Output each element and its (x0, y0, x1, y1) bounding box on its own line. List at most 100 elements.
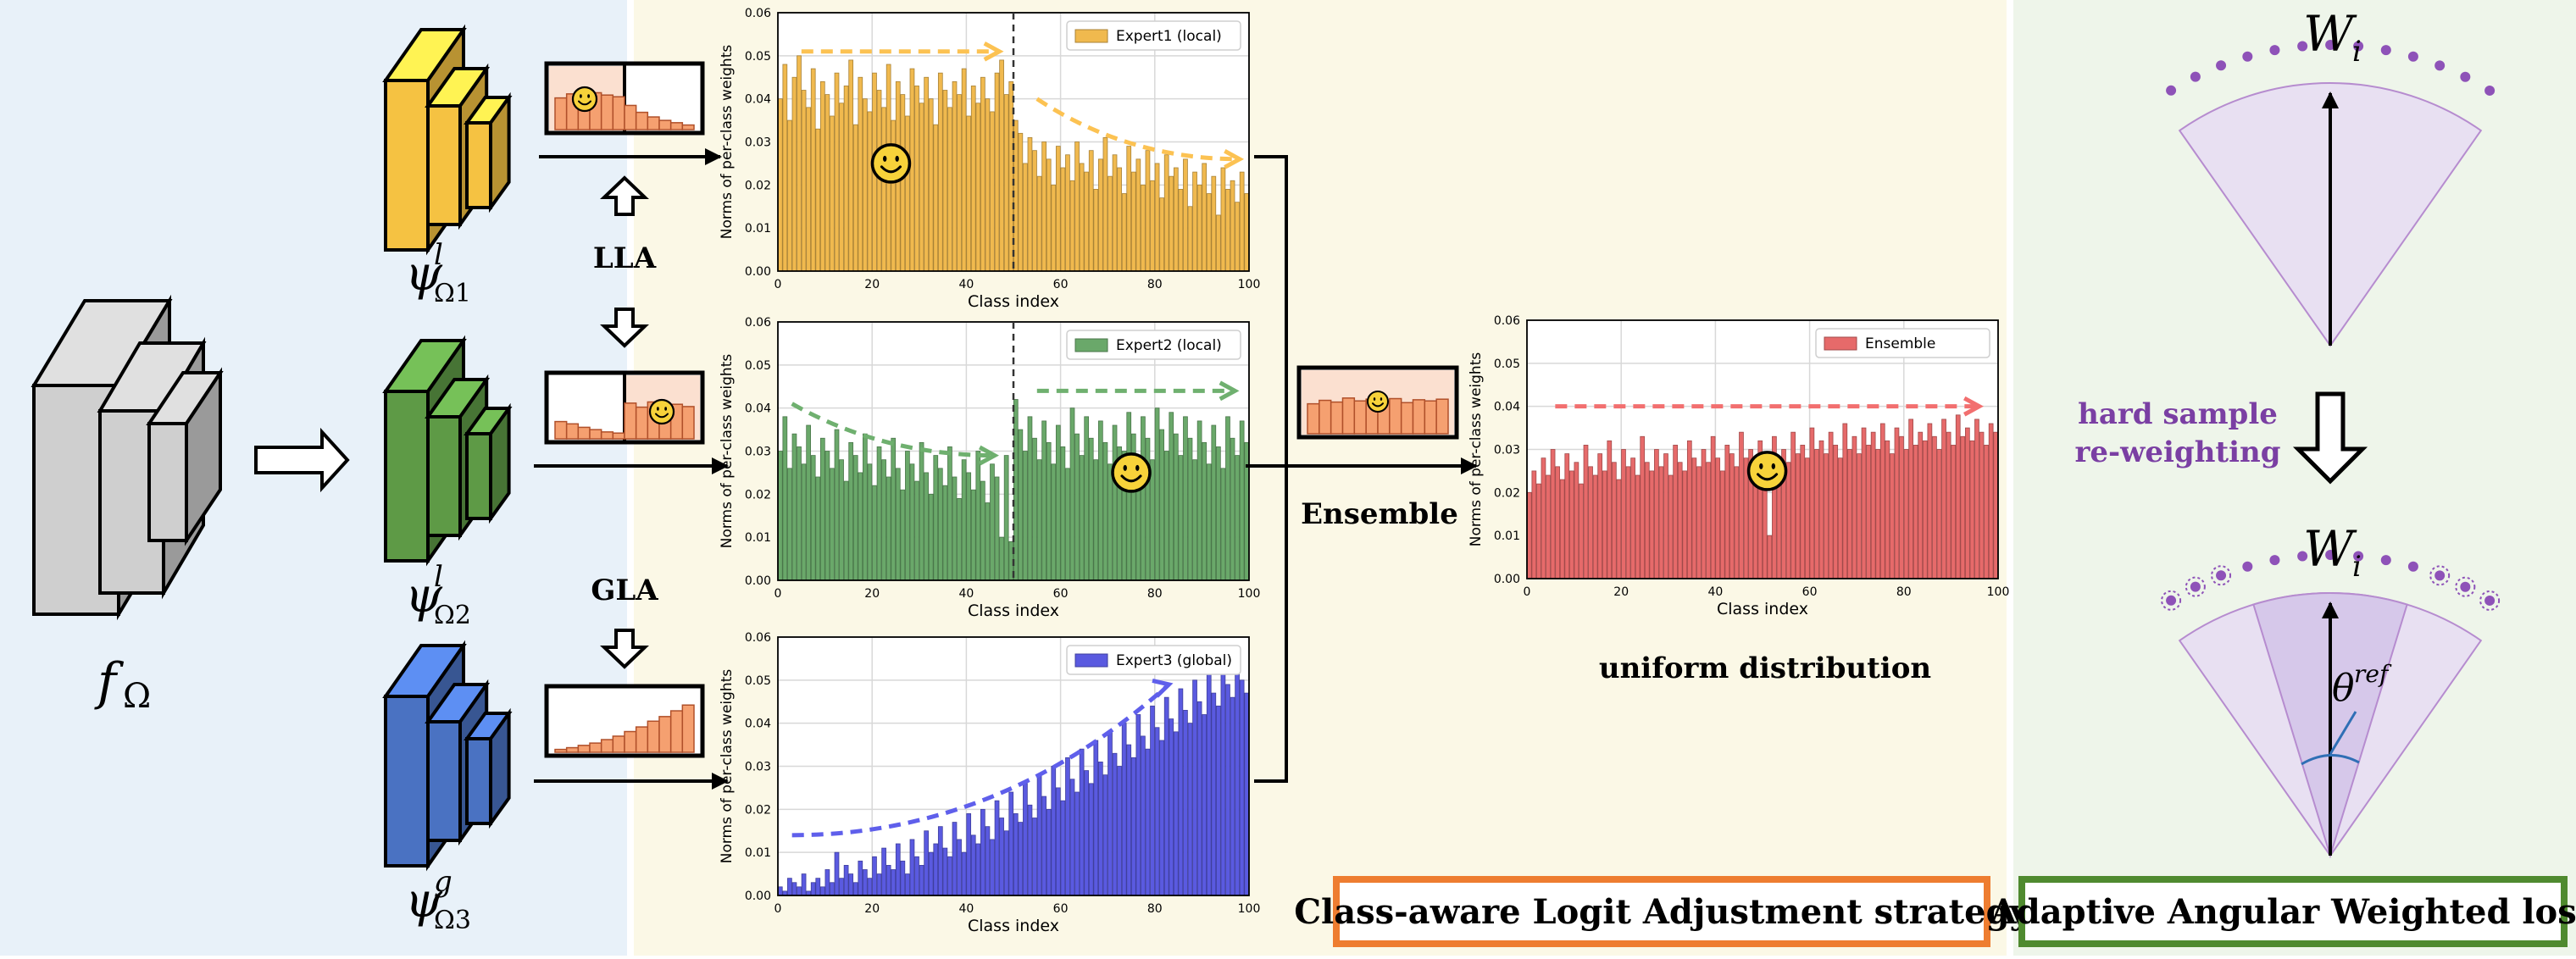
mini-bar (624, 402, 637, 440)
bar (1202, 441, 1208, 581)
y-tick-label: 0.01 (745, 531, 771, 545)
bar (980, 480, 985, 581)
theta-arc (2301, 754, 2360, 766)
mini-bar (612, 432, 625, 440)
bar (999, 59, 1004, 272)
bar (801, 873, 807, 896)
y-tick-label: 0.06 (1494, 314, 1520, 328)
bar (886, 476, 891, 581)
bar (1800, 445, 1806, 579)
bar (937, 468, 943, 581)
bar (1568, 470, 1574, 579)
x-axis-label: Class index (1717, 600, 1808, 618)
bar (900, 860, 906, 896)
weight-dot-ring (2185, 576, 2206, 597)
mini-bar (565, 423, 580, 440)
smiley-icon (1367, 391, 1389, 413)
bar (1616, 479, 1622, 579)
mini-bar (1330, 401, 1344, 435)
bar (1993, 431, 1999, 579)
trend-arrowhead (1224, 149, 1245, 169)
bar (1141, 735, 1146, 896)
bar (843, 865, 849, 896)
bar (1183, 158, 1188, 272)
bar (1141, 184, 1146, 272)
bar (834, 72, 840, 272)
mini-bar (1435, 398, 1449, 435)
bar (1706, 462, 1711, 579)
bar (928, 98, 934, 272)
mini-histogram-expert3 (544, 684, 705, 758)
bar (867, 878, 873, 896)
bar (810, 455, 816, 581)
legend-label: Ensemble (1865, 335, 1935, 352)
bar (1828, 431, 1834, 579)
bar (975, 103, 981, 272)
y-axis-label: Norms of per-class weights (719, 45, 736, 240)
y-tick-label: 0.02 (745, 803, 771, 817)
bar (942, 847, 948, 896)
y-tick-label: 0.05 (745, 359, 771, 373)
bar (1023, 783, 1028, 896)
bar (858, 860, 863, 896)
bar (1818, 440, 1824, 579)
y-tick-label: 0.06 (745, 316, 771, 330)
bar (1060, 800, 1066, 896)
bar (1244, 441, 1250, 581)
mini-bar (565, 746, 580, 753)
trend-arrowhead (1152, 678, 1174, 698)
bar (909, 463, 915, 581)
mini-bar (600, 739, 614, 753)
bar (1574, 462, 1579, 579)
bar (791, 882, 797, 896)
bar (1102, 137, 1108, 272)
bar (1069, 180, 1075, 272)
bar (1065, 757, 1070, 896)
bar (1649, 470, 1655, 579)
bar (933, 455, 939, 581)
bar (1946, 431, 1951, 579)
y-tick-label: 0.05 (745, 50, 771, 64)
bar (1663, 453, 1668, 579)
bar (1790, 431, 1796, 579)
bar (777, 98, 783, 272)
bar (1682, 470, 1688, 579)
bar (1918, 431, 1924, 579)
smiley-icon (1746, 451, 1788, 491)
bar (900, 489, 906, 581)
bar (1141, 416, 1146, 581)
bar (858, 472, 863, 581)
x-axis-label: Class index (968, 292, 1059, 311)
weight-dot (2297, 551, 2308, 562)
bar (1206, 463, 1212, 581)
bar (891, 437, 897, 581)
y-tick-label: 0.00 (1494, 573, 1520, 586)
bar (905, 115, 910, 272)
bar (985, 826, 991, 896)
mini-bar (624, 104, 637, 130)
y-tick-label: 0.01 (1494, 529, 1520, 543)
bar (1079, 455, 1085, 581)
x-tick-label: 60 (1053, 278, 1069, 291)
weight-dot (2297, 41, 2308, 52)
adaptive-label: Adaptive Angular Weighted loss (1990, 892, 2576, 932)
bar (1196, 184, 1202, 272)
bar (914, 856, 919, 896)
bar (1169, 412, 1174, 581)
bar (1588, 466, 1593, 579)
y-tick-label: 0.01 (745, 846, 771, 860)
reweighting-label: re-weighting (2074, 435, 2280, 469)
bar (843, 480, 849, 581)
y-tick-label: 0.03 (745, 761, 771, 774)
bar (1555, 466, 1560, 579)
weight-dot (2190, 71, 2201, 82)
bar (1046, 158, 1052, 272)
bar (1870, 431, 1876, 579)
legend-swatch (1074, 338, 1108, 352)
bar (797, 446, 802, 581)
svg-text:ψ: ψ (405, 568, 443, 624)
bar (1173, 433, 1179, 581)
x-tick-label: 20 (864, 902, 880, 916)
bar (919, 441, 924, 581)
mini-bar (1424, 400, 1437, 435)
